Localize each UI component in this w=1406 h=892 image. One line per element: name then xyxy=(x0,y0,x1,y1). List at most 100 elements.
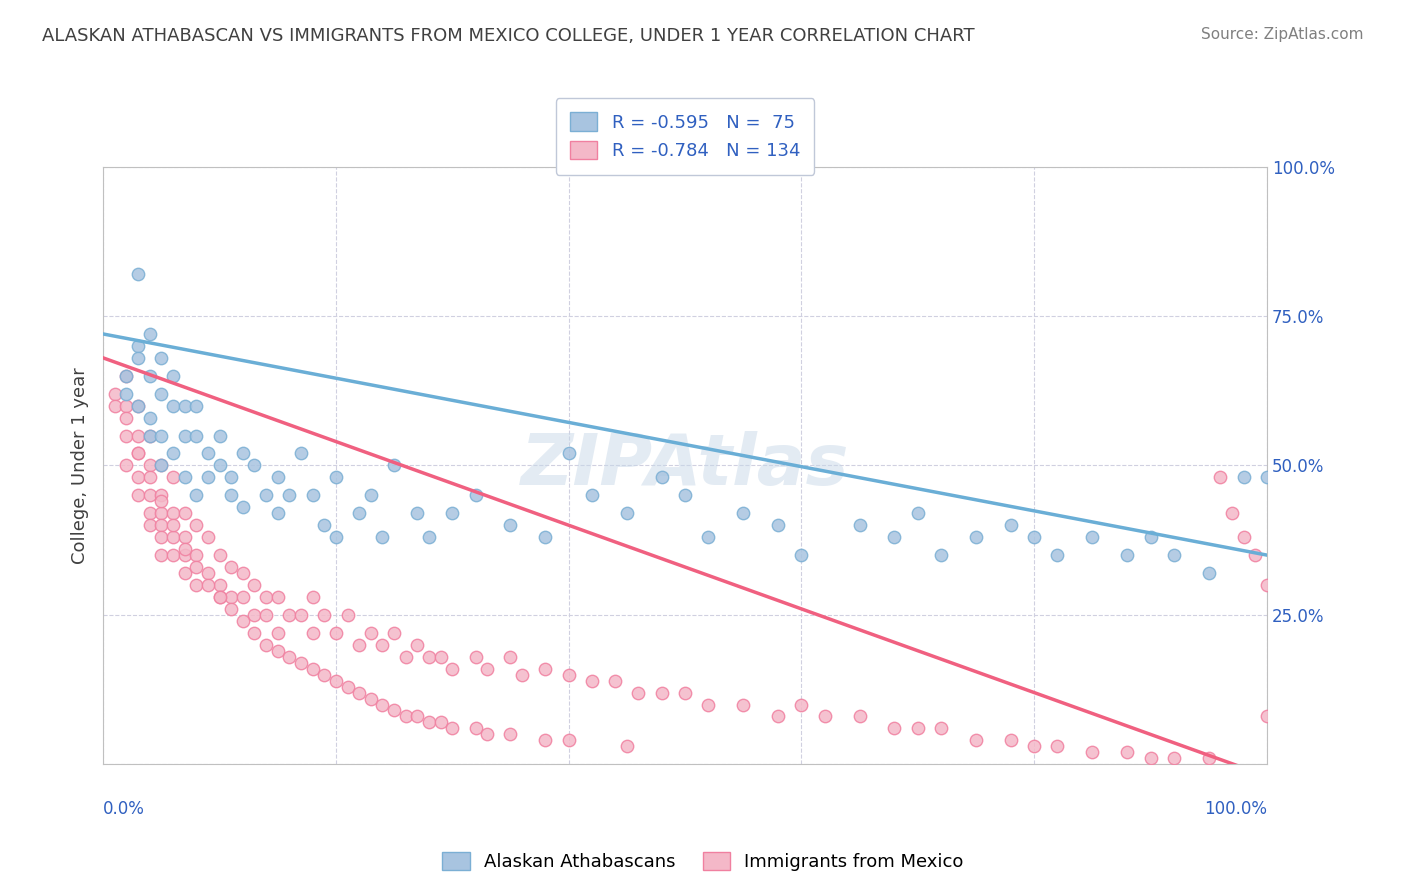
Immigrants from Mexico xyxy=(267,644,290,658)
Alaskan Athabascans xyxy=(127,339,149,353)
Immigrants from Mexico xyxy=(406,709,429,723)
Alaskan Athabascans xyxy=(382,458,405,473)
Immigrants from Mexico xyxy=(150,530,173,544)
Immigrants from Mexico xyxy=(208,590,231,604)
Immigrants from Mexico xyxy=(127,399,149,413)
Immigrants from Mexico xyxy=(162,470,184,484)
Immigrants from Mexico xyxy=(127,428,149,442)
Immigrants from Mexico xyxy=(1163,751,1185,765)
Alaskan Athabascans xyxy=(267,470,290,484)
Alaskan Athabascans xyxy=(697,530,720,544)
Alaskan Athabascans xyxy=(651,470,673,484)
Immigrants from Mexico xyxy=(848,709,870,723)
Alaskan Athabascans xyxy=(1024,530,1046,544)
Alaskan Athabascans xyxy=(557,446,579,460)
Immigrants from Mexico xyxy=(475,727,498,741)
Alaskan Athabascans xyxy=(254,488,277,502)
Immigrants from Mexico xyxy=(219,590,242,604)
Immigrants from Mexico xyxy=(127,446,149,460)
Immigrants from Mexico xyxy=(605,673,627,688)
Alaskan Athabascans xyxy=(325,530,347,544)
Immigrants from Mexico xyxy=(1116,745,1139,759)
Immigrants from Mexico xyxy=(697,698,720,712)
Immigrants from Mexico xyxy=(360,691,382,706)
Immigrants from Mexico xyxy=(138,488,160,502)
Immigrants from Mexico xyxy=(395,649,418,664)
Immigrants from Mexico xyxy=(301,625,323,640)
Immigrants from Mexico xyxy=(651,685,673,699)
Immigrants from Mexico xyxy=(464,649,486,664)
Immigrants from Mexico xyxy=(360,625,382,640)
Text: Source: ZipAtlas.com: Source: ZipAtlas.com xyxy=(1201,27,1364,42)
Immigrants from Mexico xyxy=(382,625,405,640)
Alaskan Athabascans xyxy=(173,399,195,413)
Immigrants from Mexico xyxy=(1256,578,1278,592)
Alaskan Athabascans xyxy=(173,470,195,484)
Alaskan Athabascans xyxy=(162,446,184,460)
Immigrants from Mexico xyxy=(208,590,231,604)
Alaskan Athabascans xyxy=(173,428,195,442)
Immigrants from Mexico xyxy=(557,667,579,681)
Immigrants from Mexico xyxy=(115,410,138,425)
Alaskan Athabascans xyxy=(138,368,160,383)
Alaskan Athabascans xyxy=(232,500,254,515)
Immigrants from Mexico xyxy=(197,566,219,580)
Immigrants from Mexico xyxy=(254,590,277,604)
Immigrants from Mexico xyxy=(616,739,638,754)
Immigrants from Mexico xyxy=(301,662,323,676)
Immigrants from Mexico xyxy=(278,607,301,622)
Immigrants from Mexico xyxy=(464,722,486,736)
Text: 0.0%: 0.0% xyxy=(103,800,145,818)
Immigrants from Mexico xyxy=(441,722,464,736)
Alaskan Athabascans xyxy=(278,488,301,502)
Immigrants from Mexico xyxy=(254,607,277,622)
Immigrants from Mexico xyxy=(115,368,138,383)
Alaskan Athabascans xyxy=(162,368,184,383)
Alaskan Athabascans xyxy=(115,368,138,383)
Alaskan Athabascans xyxy=(115,386,138,401)
Immigrants from Mexico xyxy=(429,649,451,664)
Immigrants from Mexico xyxy=(267,625,290,640)
Alaskan Athabascans xyxy=(406,506,429,520)
Immigrants from Mexico xyxy=(150,488,173,502)
Immigrants from Mexico xyxy=(232,566,254,580)
Immigrants from Mexico xyxy=(395,709,418,723)
Immigrants from Mexico xyxy=(1198,751,1220,765)
Immigrants from Mexico xyxy=(1233,530,1256,544)
Alaskan Athabascans xyxy=(267,506,290,520)
Immigrants from Mexico xyxy=(104,386,127,401)
Immigrants from Mexico xyxy=(138,458,160,473)
Immigrants from Mexico xyxy=(197,578,219,592)
Alaskan Athabascans xyxy=(186,399,208,413)
Immigrants from Mexico xyxy=(581,673,603,688)
Alaskan Athabascans xyxy=(883,530,905,544)
Alaskan Athabascans xyxy=(347,506,370,520)
Alaskan Athabascans xyxy=(127,351,149,365)
Immigrants from Mexico xyxy=(499,649,522,664)
Immigrants from Mexico xyxy=(557,733,579,747)
Immigrants from Mexico xyxy=(1000,733,1022,747)
Alaskan Athabascans xyxy=(162,399,184,413)
Immigrants from Mexico xyxy=(138,518,160,533)
Immigrants from Mexico xyxy=(382,704,405,718)
Immigrants from Mexico xyxy=(162,530,184,544)
Immigrants from Mexico xyxy=(1220,506,1243,520)
Alaskan Athabascans xyxy=(464,488,486,502)
Immigrants from Mexico xyxy=(138,428,160,442)
Immigrants from Mexico xyxy=(314,667,336,681)
Immigrants from Mexico xyxy=(127,446,149,460)
Alaskan Athabascans xyxy=(197,446,219,460)
Immigrants from Mexico xyxy=(290,656,312,670)
Alaskan Athabascans xyxy=(138,410,160,425)
Alaskan Athabascans xyxy=(325,470,347,484)
Immigrants from Mexico xyxy=(534,733,557,747)
Immigrants from Mexico xyxy=(150,494,173,508)
Alaskan Athabascans xyxy=(790,548,813,562)
Immigrants from Mexico xyxy=(127,470,149,484)
Alaskan Athabascans xyxy=(418,530,440,544)
Immigrants from Mexico xyxy=(150,548,173,562)
Alaskan Athabascans xyxy=(150,351,173,365)
Alaskan Athabascans xyxy=(733,506,755,520)
Immigrants from Mexico xyxy=(883,722,905,736)
Alaskan Athabascans xyxy=(1046,548,1069,562)
